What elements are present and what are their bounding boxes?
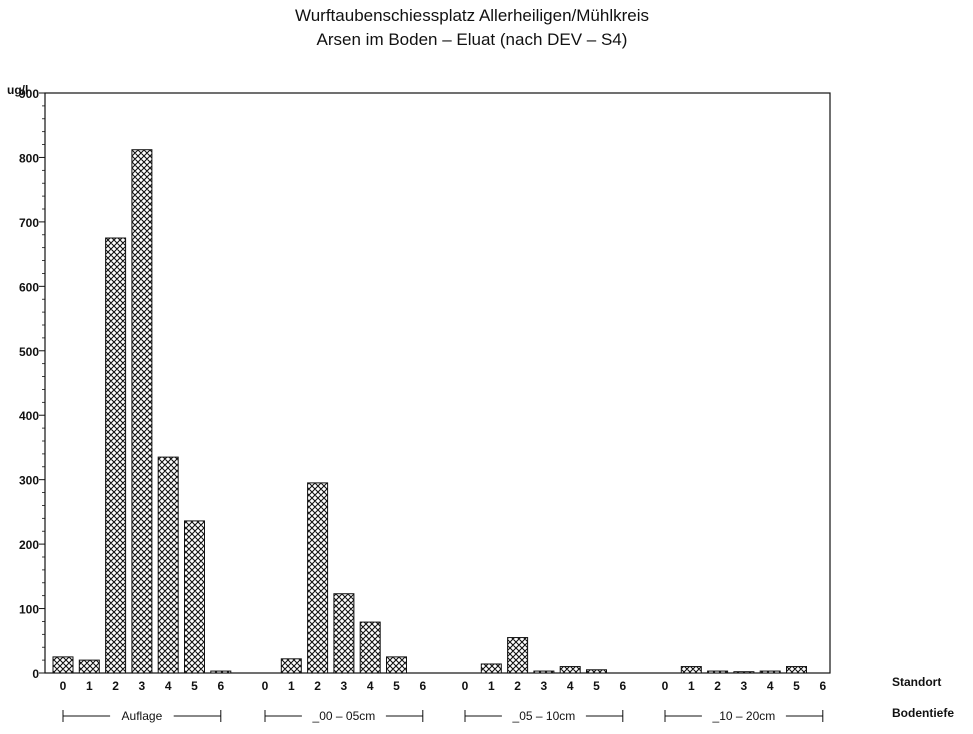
x-tick-label: 3: [741, 679, 748, 693]
x-tick-label: 4: [767, 679, 774, 693]
bar: [480, 663, 502, 674]
x-tick-label: 0: [662, 679, 669, 693]
x-tick-label: 2: [514, 679, 521, 693]
y-tick-label: 0: [32, 667, 39, 681]
x-tick-label: 2: [314, 679, 321, 693]
x-tick-label: 1: [86, 679, 93, 693]
x-tick-label: 5: [793, 679, 800, 693]
x-tick-label: 1: [288, 679, 295, 693]
x-tick-label: 6: [819, 679, 826, 693]
y-tick-label: 100: [19, 603, 39, 617]
y-tick-label: 600: [19, 280, 39, 294]
bar: [786, 666, 807, 674]
x-tick-label: 4: [165, 679, 172, 693]
bar: [105, 237, 127, 674]
bar: [307, 482, 329, 674]
bar: [707, 670, 729, 674]
bar: [131, 149, 153, 674]
group-label: _05 – 10cm: [512, 709, 576, 723]
bar: [52, 656, 74, 674]
chart-title: Wurftaubenschiessplatz Allerheiligen/Müh…: [295, 6, 649, 25]
bar: [280, 658, 302, 674]
x-tick-label: 3: [139, 679, 146, 693]
x-tick-label: 0: [462, 679, 469, 693]
x-tick-label: 5: [593, 679, 600, 693]
group-label: _10 – 20cm: [712, 709, 776, 723]
bar: [184, 520, 205, 674]
y-tick-label: 200: [19, 538, 39, 552]
x-tick-label: 6: [619, 679, 626, 693]
bar: [733, 671, 755, 674]
bar: [386, 656, 407, 674]
x-tick-label: 3: [341, 679, 348, 693]
y-tick-label: 300: [19, 474, 39, 488]
bar: [210, 670, 232, 674]
bar: [359, 621, 381, 674]
bar: [559, 666, 581, 674]
y-tick-label: 700: [19, 216, 39, 230]
group-label: _00 – 05cm: [312, 709, 376, 723]
x-tick-label: 4: [367, 679, 374, 693]
x-tick-label: 3: [541, 679, 548, 693]
x-tick-label: 0: [60, 679, 67, 693]
y-tick-label: 500: [19, 345, 39, 359]
bar: [507, 637, 529, 674]
bar: [157, 456, 179, 674]
chart-subtitle: Arsen im Boden – Eluat (nach DEV – S4): [317, 30, 628, 49]
x-tick-label: 6: [419, 679, 426, 693]
x-tick-label: 5: [191, 679, 198, 693]
x-tick-label: 1: [688, 679, 695, 693]
y-tick-label: 800: [19, 151, 39, 165]
x-row2-label: Bodentiefe: [892, 706, 954, 720]
x-tick-label: 5: [393, 679, 400, 693]
bar: [78, 659, 100, 674]
bar: [759, 670, 781, 674]
bar: [680, 666, 702, 674]
bar: [586, 669, 607, 674]
x-tick-label: 2: [112, 679, 119, 693]
x-tick-label: 0: [262, 679, 269, 693]
x-tick-label: 2: [714, 679, 721, 693]
x-tick-label: 6: [217, 679, 224, 693]
bar: [333, 593, 355, 674]
bar: [533, 670, 555, 674]
y-axis-label: ug/l: [7, 83, 28, 97]
group-label: Auflage: [122, 709, 163, 723]
y-tick-label: 400: [19, 409, 39, 423]
x-tick-label: 4: [567, 679, 574, 693]
y-tick-label: 900: [19, 87, 39, 101]
x-row1-label: Standort: [892, 675, 941, 689]
plot-frame: [44, 92, 831, 674]
x-tick-label: 1: [488, 679, 495, 693]
